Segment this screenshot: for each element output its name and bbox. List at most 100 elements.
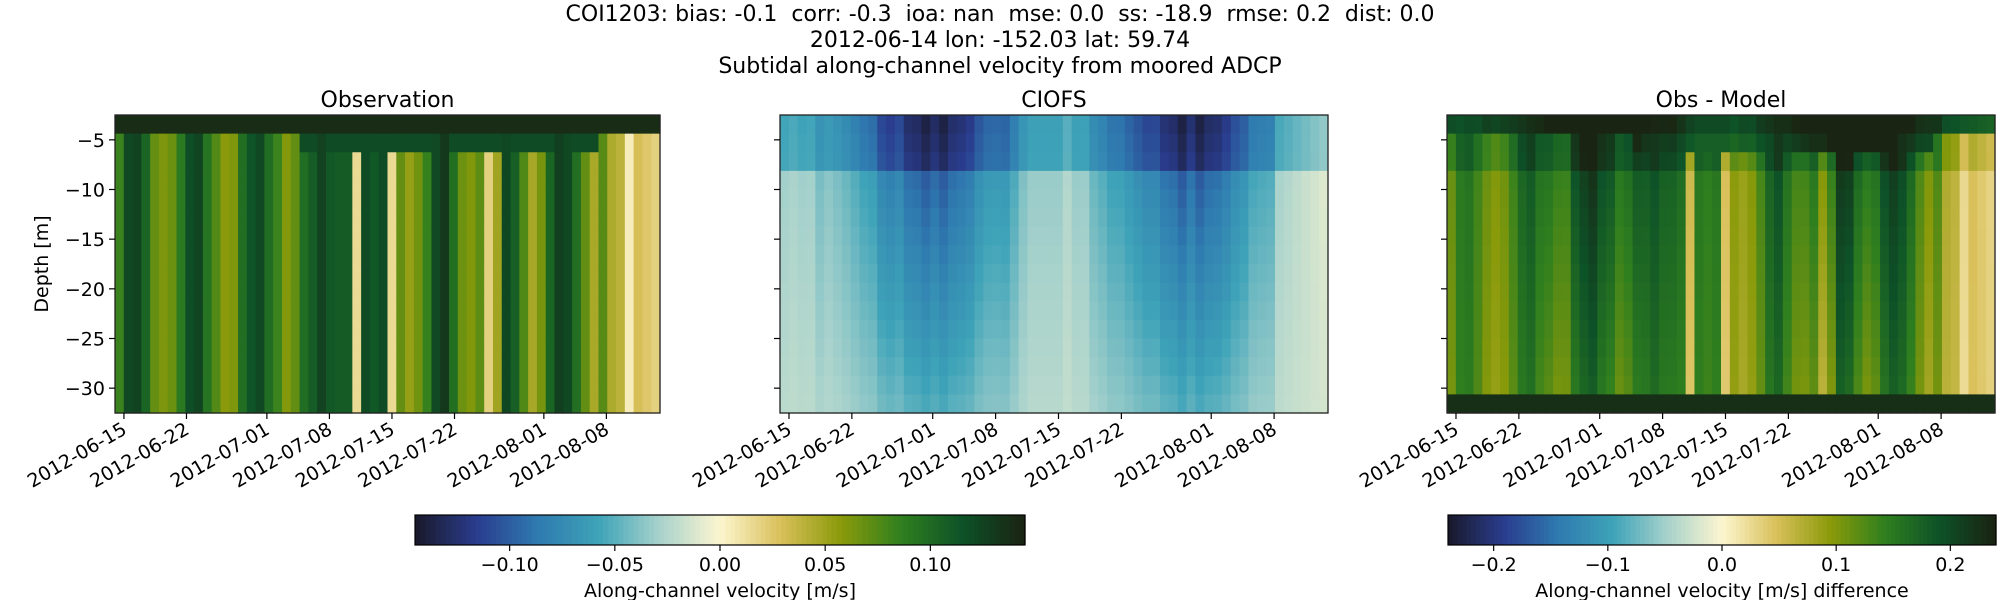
heatmap-cell bbox=[572, 189, 582, 209]
heatmap-cell bbox=[431, 245, 441, 265]
heatmap-cell bbox=[1257, 189, 1267, 209]
heatmap-cell bbox=[369, 375, 380, 395]
heatmap-cell bbox=[115, 133, 125, 153]
heatmap-cell bbox=[850, 170, 861, 191]
heatmap-cell bbox=[1168, 115, 1179, 135]
heatmap-cell bbox=[1747, 301, 1757, 321]
heatmap-cell bbox=[1535, 226, 1545, 246]
heatmap-cell bbox=[921, 282, 931, 302]
heatmap-cell bbox=[1160, 133, 1170, 153]
heatmap-cell bbox=[965, 208, 976, 228]
heatmap-cell bbox=[1853, 226, 1864, 246]
heatmap-cell bbox=[1774, 208, 1784, 228]
heatmap-cell bbox=[1301, 394, 1311, 414]
heatmap-cell bbox=[545, 375, 556, 395]
colorbar-segment bbox=[1941, 515, 1947, 545]
heatmap-cell bbox=[325, 301, 336, 321]
heatmap-cell bbox=[1455, 189, 1466, 209]
heatmap-cell bbox=[1968, 152, 1978, 172]
colorbar-segment bbox=[1676, 515, 1682, 545]
colorbar-segment bbox=[537, 515, 543, 545]
heatmap-cell bbox=[1835, 189, 1846, 209]
heatmap-cell bbox=[1080, 133, 1090, 153]
heatmap-cell bbox=[1738, 170, 1749, 191]
heatmap-cell bbox=[1897, 152, 1908, 172]
heatmap-cell bbox=[912, 357, 923, 377]
heatmap-cell bbox=[1186, 394, 1197, 414]
heatmap-cell bbox=[290, 208, 301, 228]
heatmap-cell bbox=[1738, 152, 1749, 172]
colorbar-segment bbox=[1749, 515, 1755, 545]
heatmap-cell bbox=[1239, 338, 1250, 358]
heatmap-cell bbox=[1018, 357, 1029, 377]
heatmap-cell bbox=[317, 338, 327, 358]
heatmap-cell bbox=[1659, 115, 1669, 135]
heatmap-cell bbox=[158, 208, 169, 228]
heatmap-cell bbox=[466, 133, 476, 153]
heatmap-cell bbox=[1553, 357, 1563, 377]
heatmap-cell bbox=[1517, 394, 1528, 414]
heatmap-cell bbox=[939, 133, 949, 153]
heatmap-cell bbox=[1177, 245, 1188, 265]
heatmap-cell bbox=[859, 282, 869, 302]
heatmap-cell bbox=[572, 282, 582, 302]
heatmap-cell bbox=[1553, 301, 1563, 321]
heatmap-cell bbox=[1535, 357, 1545, 377]
heatmap-cell bbox=[1614, 115, 1625, 135]
heatmap-cell bbox=[431, 133, 441, 153]
heatmap-cell bbox=[1756, 319, 1766, 340]
heatmap-cell bbox=[1924, 189, 1934, 209]
heatmap-cell bbox=[545, 133, 556, 153]
heatmap-cell bbox=[150, 375, 160, 395]
colorbar-segment bbox=[1840, 515, 1846, 545]
heatmap-cell bbox=[1062, 189, 1073, 209]
heatmap-cell bbox=[440, 226, 450, 246]
heatmap-cell bbox=[1835, 319, 1846, 340]
heatmap-cell bbox=[1694, 189, 1704, 209]
heatmap-cell bbox=[1274, 189, 1285, 209]
heatmap-cell bbox=[974, 282, 984, 302]
heatmap-cell bbox=[1667, 189, 1678, 209]
heatmap-cell bbox=[598, 282, 608, 302]
heatmap-cell bbox=[1685, 152, 1696, 172]
heatmap-cell bbox=[1968, 245, 1978, 265]
heatmap-cell bbox=[797, 264, 808, 284]
heatmap-cell bbox=[352, 264, 362, 284]
heatmap-cell bbox=[1464, 357, 1475, 377]
heatmap-cell bbox=[378, 226, 389, 246]
heatmap-cell bbox=[633, 189, 644, 209]
heatmap-cell bbox=[1791, 115, 1802, 135]
heatmap-cell bbox=[1133, 338, 1143, 358]
heatmap-cell bbox=[1283, 170, 1294, 191]
heatmap-cell bbox=[624, 338, 635, 358]
colorbar-segment bbox=[938, 515, 945, 545]
heatmap-cell bbox=[868, 152, 878, 172]
heatmap-cell bbox=[1862, 245, 1872, 265]
y-tick-label: −15 bbox=[65, 229, 105, 251]
heatmap-cell bbox=[1186, 375, 1197, 395]
heatmap-cell bbox=[1310, 115, 1320, 135]
heatmap-cell bbox=[1579, 245, 1590, 265]
heatmap-cell bbox=[1606, 170, 1616, 191]
heatmap-cell bbox=[158, 245, 169, 265]
heatmap-cell bbox=[475, 170, 485, 191]
heatmap-cell bbox=[369, 264, 380, 284]
heatmap-cell bbox=[1818, 357, 1828, 377]
heatmap-cell bbox=[545, 170, 556, 191]
heatmap-cell bbox=[1676, 394, 1687, 414]
heatmap-cell bbox=[1747, 394, 1757, 414]
heatmap-cell bbox=[1107, 133, 1117, 153]
heatmap-cell bbox=[1230, 133, 1241, 153]
heatmap-cell bbox=[965, 264, 976, 284]
heatmap-cell bbox=[806, 338, 816, 358]
heatmap-cell bbox=[1844, 245, 1855, 265]
heatmap-cell bbox=[475, 282, 485, 302]
heatmap-cell bbox=[1266, 152, 1276, 172]
heatmap-cell bbox=[1195, 357, 1205, 377]
heatmap-cell bbox=[1667, 133, 1678, 153]
heatmap-cell bbox=[624, 152, 635, 172]
heatmap-cell bbox=[1098, 264, 1108, 284]
heatmap-cell bbox=[1054, 282, 1064, 302]
heatmap-cell bbox=[1915, 208, 1925, 228]
heatmap-cell bbox=[1827, 282, 1837, 302]
